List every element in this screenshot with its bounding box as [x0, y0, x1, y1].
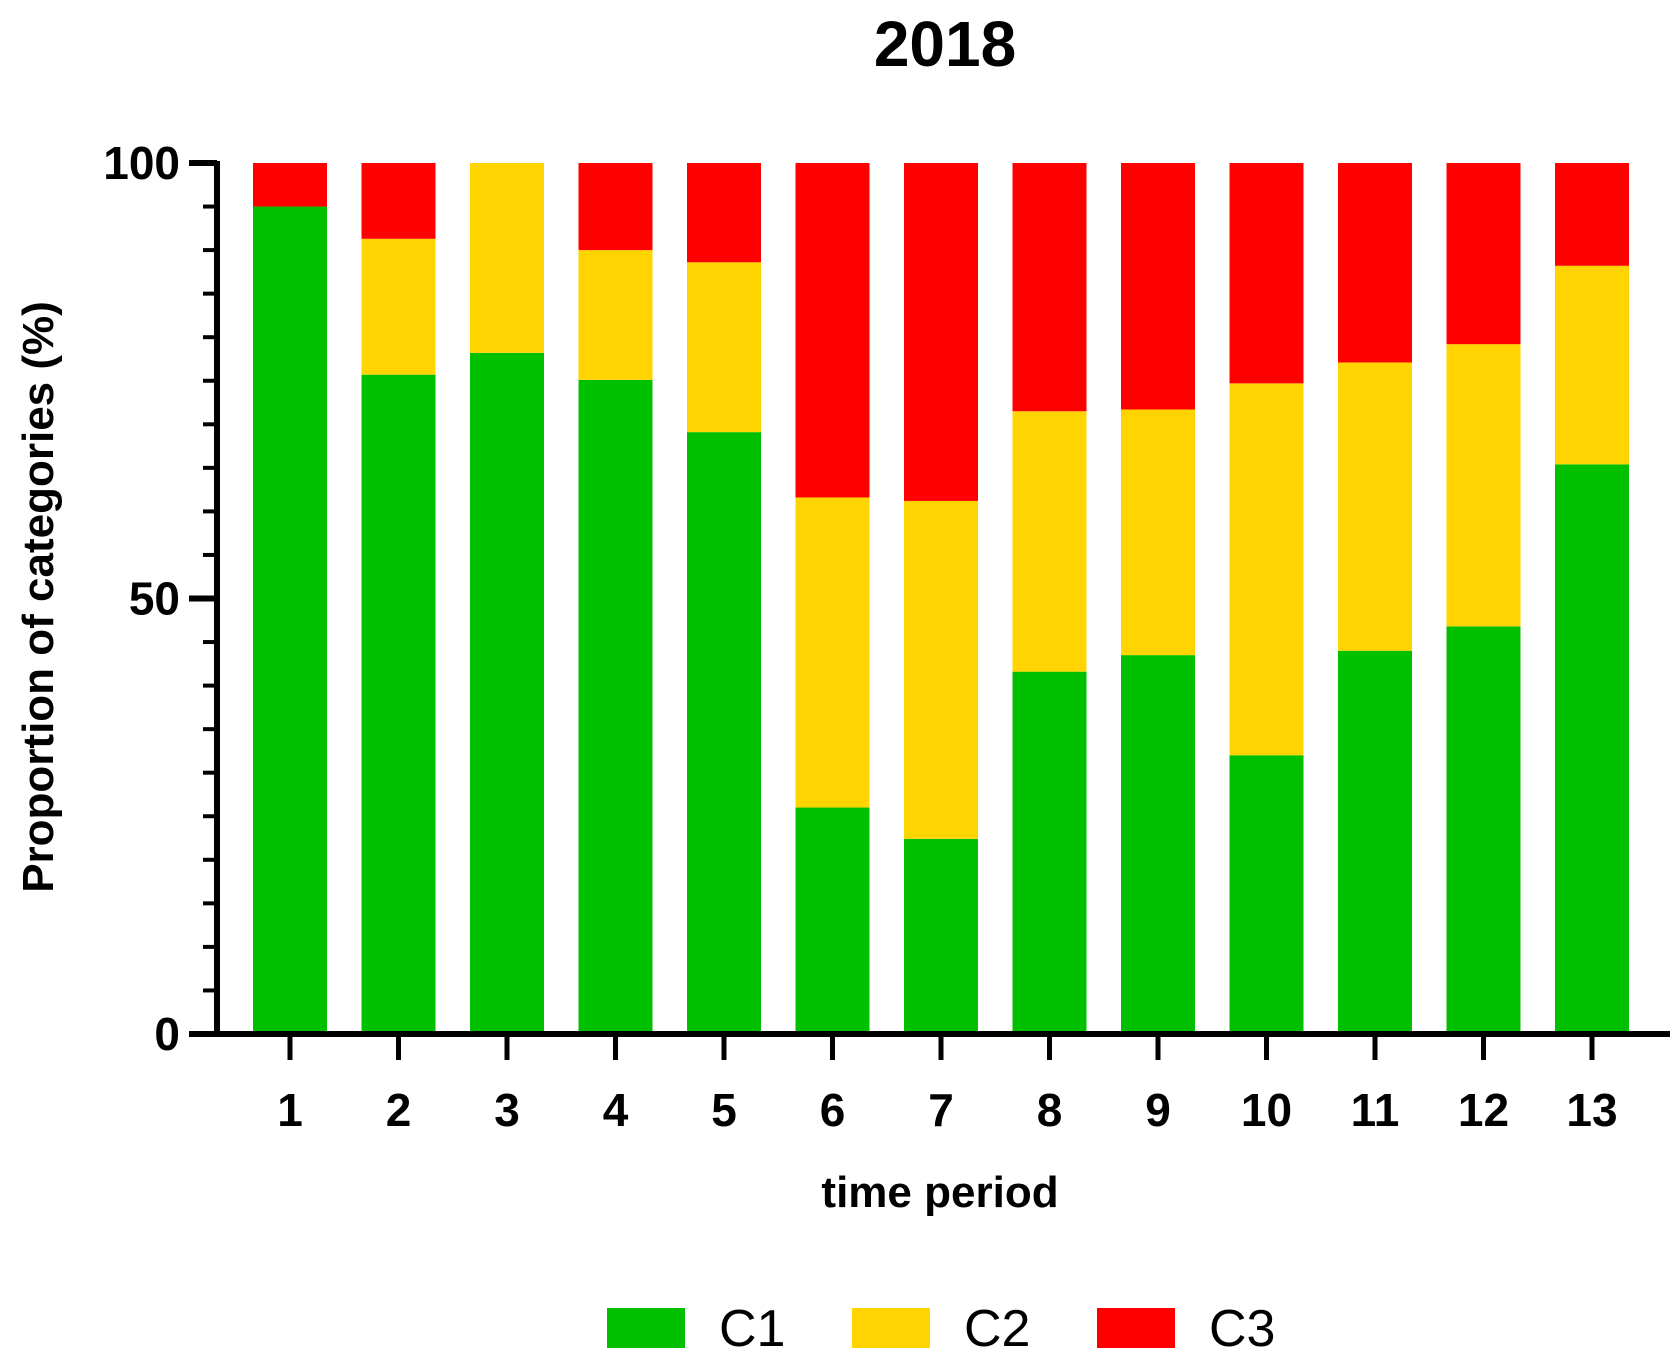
x-tick-label: 3: [494, 1084, 520, 1136]
bar-c3-period-13: [1555, 163, 1629, 266]
x-tick-label: 8: [1037, 1084, 1063, 1136]
bar-c2-period-10: [1229, 383, 1304, 756]
bar-c2-period-13: [1555, 265, 1629, 465]
bar-c1-period-13: [1555, 464, 1629, 1034]
bar-c1-period-8: [1012, 671, 1087, 1034]
y-tick-label: 50: [129, 573, 180, 625]
bar-c1-period-6: [795, 807, 870, 1034]
bar-c3-period-6: [795, 163, 870, 498]
x-tick-label: 12: [1458, 1084, 1509, 1136]
x-tick-label: 13: [1566, 1084, 1617, 1136]
bar-c2-period-6: [795, 497, 870, 808]
axes-group: [189, 160, 1670, 1060]
x-tick-label: 4: [603, 1084, 629, 1136]
legend-item-c1: C1: [607, 1300, 785, 1358]
bar-c1-period-4: [578, 379, 653, 1034]
bar-c1-period-9: [1121, 655, 1195, 1034]
bar-c2-period-4: [578, 250, 653, 380]
bar-c1-period-5: [687, 432, 761, 1034]
bar-c1-period-11: [1338, 650, 1412, 1034]
bar-c2-period-9: [1121, 409, 1195, 656]
x-tick-label: 9: [1145, 1084, 1171, 1136]
x-tick-label: 2: [386, 1084, 412, 1136]
bar-c3-period-11: [1338, 163, 1412, 363]
bar-c2-period-7: [904, 500, 978, 839]
x-tick-label: 1: [277, 1084, 303, 1136]
x-tick-label: 11: [1351, 1084, 1400, 1136]
x-tick-label: 5: [711, 1084, 737, 1136]
x-axis-label: time period: [821, 1168, 1058, 1217]
bar-c1-period-10: [1229, 755, 1304, 1034]
bar-c2-period-5: [687, 262, 761, 433]
bar-c1-period-7: [904, 838, 978, 1034]
bar-c3-period-9: [1121, 163, 1195, 410]
legend-swatch: [852, 1308, 930, 1348]
bar-c3-period-4: [578, 163, 653, 251]
legend-swatch: [1097, 1308, 1175, 1348]
bars-group: [253, 163, 1629, 1035]
chart-title: 2018: [874, 8, 1016, 80]
legend-label: C3: [1209, 1300, 1275, 1358]
y-tick-labels: 0 50 100: [103, 137, 180, 1060]
bar-c2-period-12: [1446, 344, 1521, 627]
bar-c1-period-12: [1446, 626, 1521, 1034]
bar-c3-period-10: [1229, 163, 1304, 384]
y-tick-label: 100: [103, 137, 180, 189]
legend: C1 C2 C3: [607, 1300, 1275, 1358]
y-tick-label: 0: [154, 1008, 180, 1060]
bar-c3-period-1: [253, 163, 327, 207]
legend-item-c3: C3: [1097, 1300, 1275, 1358]
bar-c2-period-2: [361, 238, 436, 375]
bar-c3-period-8: [1012, 163, 1087, 412]
bar-c3-period-7: [904, 163, 978, 501]
x-tick-label: 7: [928, 1084, 954, 1136]
bar-c1-period-3: [470, 352, 544, 1034]
legend-swatch: [607, 1308, 685, 1348]
x-tick-label: 6: [820, 1084, 846, 1136]
x-tick-labels: 1 2 3 4 5 6 7 8 9 10 11 12 13: [277, 1084, 1617, 1136]
bar-c3-period-12: [1446, 163, 1521, 345]
y-axis-label: Proportion of categories (%): [14, 301, 63, 893]
legend-label: C2: [964, 1300, 1030, 1358]
bar-c3-period-2: [361, 163, 436, 239]
legend-item-c2: C2: [852, 1300, 1030, 1358]
bar-c1-period-2: [361, 374, 436, 1034]
bar-c1-period-1: [253, 206, 327, 1035]
bar-c2-period-3: [470, 163, 544, 353]
bar-c2-period-11: [1338, 362, 1412, 651]
bar-c3-period-5: [687, 163, 761, 263]
x-tick-label: 10: [1241, 1084, 1292, 1136]
legend-label: C1: [719, 1300, 785, 1358]
bar-c2-period-8: [1012, 411, 1087, 672]
